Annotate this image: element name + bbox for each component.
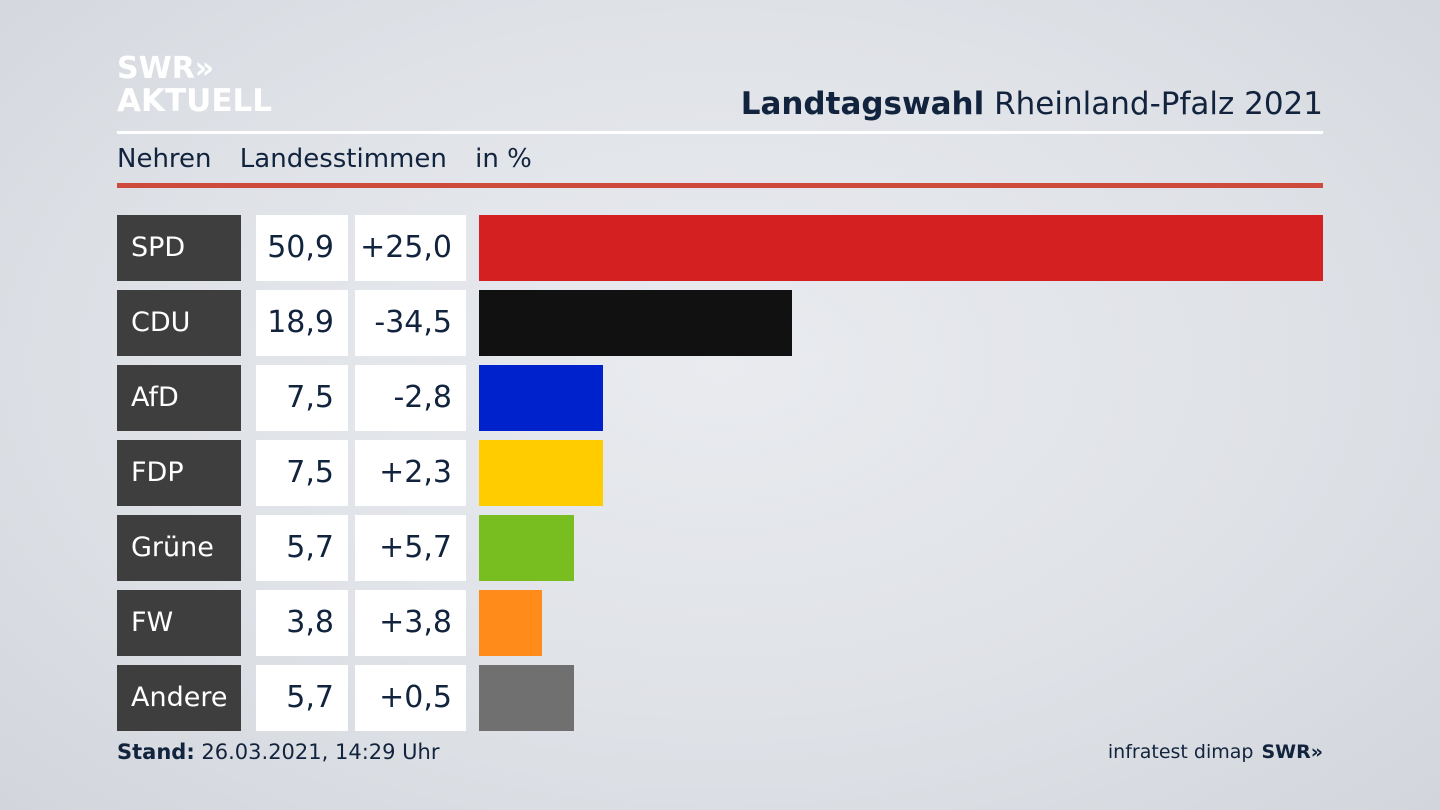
vote-share-value: 50,9 xyxy=(256,215,348,281)
vote-share-value: 3,8 xyxy=(256,590,348,656)
change-value: +5,7 xyxy=(355,515,466,581)
brand-mark: SWR» xyxy=(1261,741,1323,763)
change-value: -2,8 xyxy=(355,365,466,431)
result-bar xyxy=(479,290,793,356)
change-value: +3,8 xyxy=(355,590,466,656)
timestamp: Stand: 26.03.2021, 14:29 Uhr xyxy=(117,740,440,764)
source-text: infratest dimap xyxy=(1107,741,1254,763)
title-rest: Rheinland-Pfalz 2021 xyxy=(984,86,1323,122)
result-row: SPD 50,9 +25,0 xyxy=(117,215,1323,281)
subtitle-place: Nehren xyxy=(117,144,212,174)
result-row: FW 3,8 +3,8 xyxy=(117,590,1323,656)
vote-share-value: 5,7 xyxy=(256,665,348,731)
vote-share-value: 7,5 xyxy=(256,365,348,431)
change-value: +2,3 xyxy=(355,440,466,506)
result-bar xyxy=(479,590,542,656)
result-row: CDU 18,9 -34,5 xyxy=(117,290,1323,356)
vote-share-value: 7,5 xyxy=(256,440,348,506)
logo-line-2: AKTUELL xyxy=(117,83,273,119)
party-label: Grüne xyxy=(117,515,241,581)
subtitle-metric: Landesstimmen xyxy=(239,144,447,174)
party-label: FDP xyxy=(117,440,241,506)
subtitle: Nehren Landesstimmen in % xyxy=(117,144,552,174)
party-label: CDU xyxy=(117,290,241,356)
swr-aktuell-logo: SWR» AKTUELL xyxy=(117,51,273,119)
party-label: FW xyxy=(117,590,241,656)
subtitle-unit: in % xyxy=(475,144,532,174)
result-row: AfD 7,5 -2,8 xyxy=(117,365,1323,431)
result-bar xyxy=(479,515,574,581)
vote-share-value: 5,7 xyxy=(256,515,348,581)
source-credit: infratest dimap SWR» xyxy=(1108,741,1323,763)
stand-value: 26.03.2021, 14:29 Uhr xyxy=(194,740,440,764)
change-value: +25,0 xyxy=(355,215,466,281)
change-value: -34,5 xyxy=(355,290,466,356)
page-title: Landtagswahl Rheinland-Pfalz 2021 xyxy=(741,86,1323,122)
stand-label: Stand: xyxy=(117,740,195,764)
result-row: Grüne 5,7 +5,7 xyxy=(117,515,1323,581)
result-bar xyxy=(479,215,1323,281)
result-bar xyxy=(479,665,574,731)
logo-line-1: SWR» xyxy=(117,51,215,86)
header-divider xyxy=(117,131,1323,134)
party-label: AfD xyxy=(117,365,241,431)
change-value: +0,5 xyxy=(355,665,466,731)
party-label: Andere xyxy=(117,665,241,731)
result-bar xyxy=(479,365,604,431)
vote-share-value: 18,9 xyxy=(256,290,348,356)
result-bar xyxy=(479,440,604,506)
result-row: Andere 5,7 +0,5 xyxy=(117,665,1323,731)
accent-divider xyxy=(117,183,1323,188)
party-label: SPD xyxy=(117,215,241,281)
title-bold: Landtagswahl xyxy=(740,86,985,122)
result-row: FDP 7,5 +2,3 xyxy=(117,440,1323,506)
